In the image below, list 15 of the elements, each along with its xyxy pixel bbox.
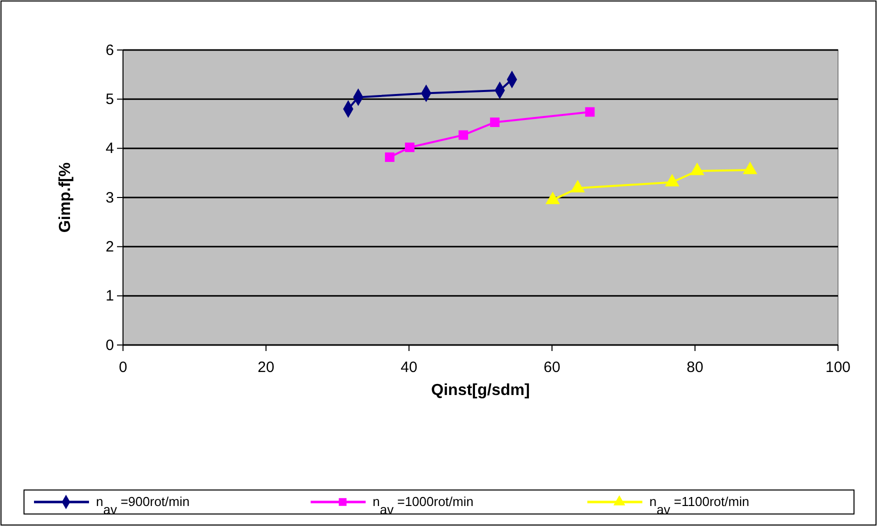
y-tick-label: 5 xyxy=(106,90,114,108)
x-tick-label: 20 xyxy=(258,359,274,376)
x-tick-label: 40 xyxy=(400,359,418,376)
x-tick-label: 0 xyxy=(118,359,128,376)
y-tick-label: 0 xyxy=(106,336,114,354)
x-axis-title: Qinst[g/sdm] xyxy=(431,382,530,399)
y-tick-label: 6 xyxy=(106,42,114,59)
x-tick-label: 100 xyxy=(825,359,851,376)
y-axis-title: Gimp.f[% xyxy=(57,162,74,233)
y-tick-label: 4 xyxy=(106,140,114,158)
y-tick-label: 1 xyxy=(106,288,114,305)
x-tick-label: 60 xyxy=(544,359,560,376)
y-tick-label: 3 xyxy=(106,189,114,206)
x-tick-label: 80 xyxy=(686,359,704,376)
y-tick-label: 2 xyxy=(106,238,114,256)
